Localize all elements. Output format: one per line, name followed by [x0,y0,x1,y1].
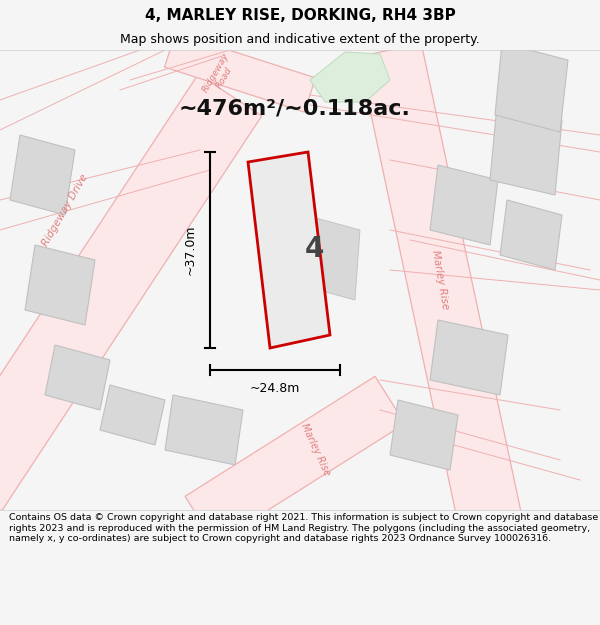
Text: Marley Rise: Marley Rise [430,249,450,311]
Text: Map shows position and indicative extent of the property.: Map shows position and indicative extent… [120,32,480,46]
Text: 4: 4 [304,235,323,263]
Text: 4, MARLEY RISE, DORKING, RH4 3BP: 4, MARLEY RISE, DORKING, RH4 3BP [145,9,455,24]
Polygon shape [495,43,568,132]
Text: ~24.8m: ~24.8m [250,381,300,394]
Polygon shape [310,52,390,102]
Polygon shape [390,400,458,470]
Polygon shape [248,152,330,348]
Polygon shape [25,245,95,325]
Polygon shape [490,105,562,195]
Polygon shape [10,135,75,215]
Text: ~37.0m: ~37.0m [184,225,197,275]
Polygon shape [100,385,165,445]
Text: ~476m²/~0.118ac.: ~476m²/~0.118ac. [179,98,411,118]
Polygon shape [165,395,243,465]
Polygon shape [359,43,521,527]
Polygon shape [185,376,405,544]
Polygon shape [45,345,110,410]
Polygon shape [500,200,562,270]
Text: Ridgeway
Road: Ridgeway Road [200,51,239,99]
Polygon shape [430,165,498,245]
Polygon shape [430,320,508,395]
Polygon shape [164,33,316,112]
Text: Contains OS data © Crown copyright and database right 2021. This information is : Contains OS data © Crown copyright and d… [9,514,598,543]
Polygon shape [0,74,262,511]
Text: Marley Rise: Marley Rise [299,422,331,478]
Text: Ridgeway Drive: Ridgeway Drive [40,172,90,248]
Polygon shape [300,215,360,300]
